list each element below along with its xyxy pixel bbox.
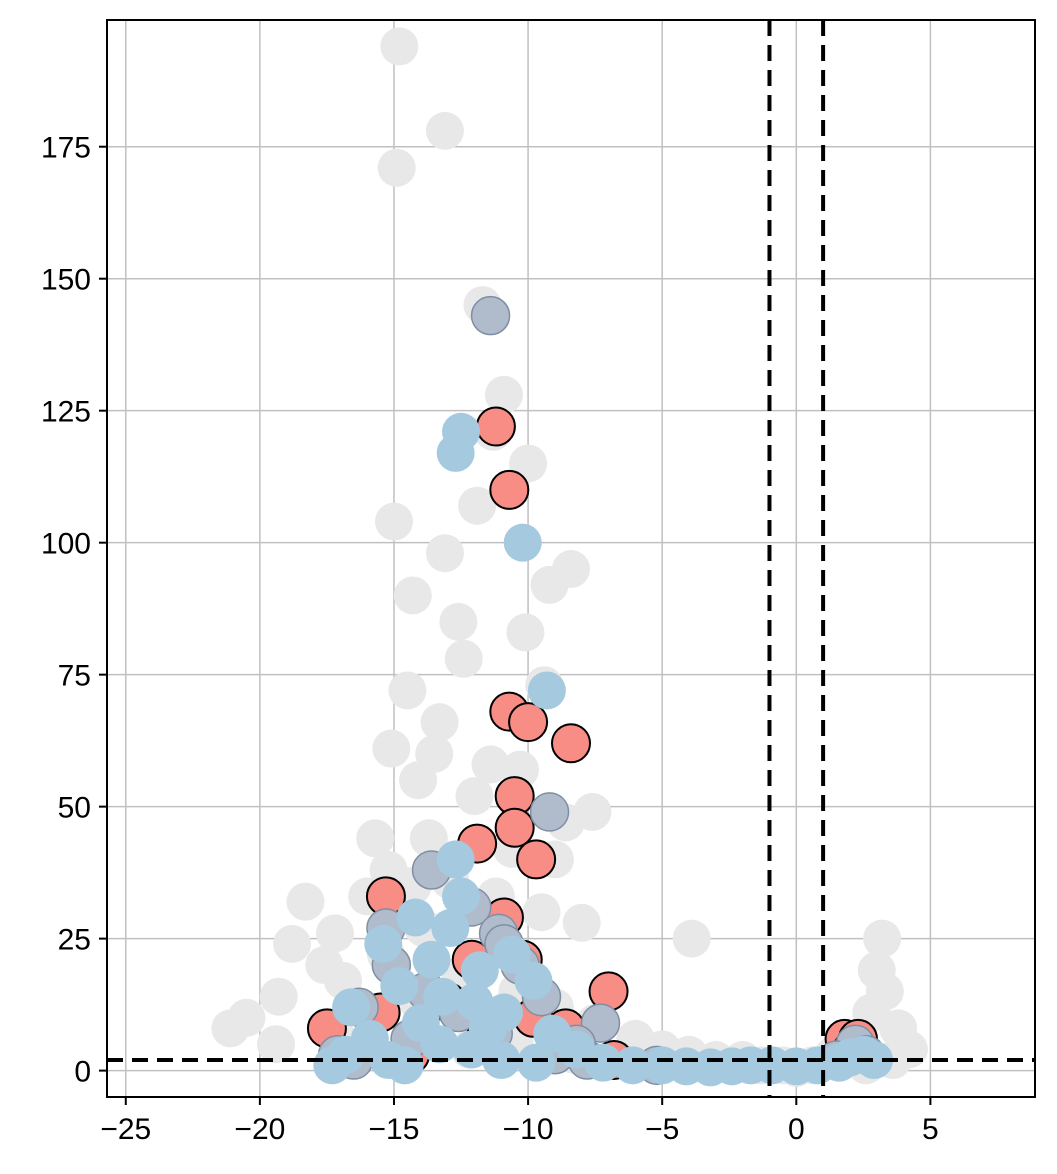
y-tick-label: 175 [41,132,91,165]
data-point-background [256,1025,295,1064]
data-point-background [415,734,454,773]
data-point-background [425,534,464,573]
data-point-background [380,27,419,66]
x-tick-label: 0 [788,1113,805,1146]
data-point-blue [492,935,531,974]
y-tick-label: 100 [41,528,91,561]
data-point-blue [332,988,371,1027]
data-points [211,27,928,1087]
data-point-slate [529,792,570,832]
data-point-background [506,613,545,652]
data-point-background [420,703,459,742]
data-point-background [530,565,569,604]
data-point-red [551,723,591,764]
data-point-blue [364,924,403,963]
x-tick-label: −15 [369,1113,420,1146]
data-point-blue [431,909,470,948]
data-point-blue [380,967,419,1006]
data-point-background [393,576,432,615]
data-point-background [409,819,448,858]
x-tick-label: −10 [503,1113,554,1146]
data-point-blue [442,877,481,916]
data-point-blue [313,1046,352,1085]
data-point-red [516,839,557,880]
data-point-background [522,893,561,932]
data-point-background [865,972,904,1011]
data-point-blue [514,961,553,1000]
data-point-background [211,1009,250,1048]
data-point-red [508,702,549,743]
data-point-background [315,914,354,953]
data-point-background [562,903,601,942]
data-point-background [439,602,478,641]
data-point-blue [517,1043,556,1082]
data-point-red [475,406,516,447]
data-point-background [388,671,427,710]
data-point-background [444,639,483,678]
data-point-blue [385,1046,424,1085]
data-point-background [458,486,497,525]
y-tick-label: 0 [74,1056,91,1089]
data-point-blue [436,840,475,879]
threshold-lines [107,20,1035,1097]
data-point-background [471,745,510,784]
data-point-background [484,375,523,414]
data-point-background [259,977,298,1016]
data-point-background [863,919,902,958]
data-point-blue [584,1043,623,1082]
data-point-blue [423,977,462,1016]
data-point-background [356,819,395,858]
data-point-red [494,807,535,848]
data-point-blue [396,898,435,937]
data-point-background [286,882,325,921]
data-point-blue [420,1025,459,1064]
x-tick-label: −5 [645,1113,679,1146]
data-point-background [273,924,312,963]
data-point-blue [482,1041,521,1080]
x-tick-label: −20 [234,1113,285,1146]
x-tick-label: 5 [922,1113,939,1146]
data-point-blue [436,433,475,472]
data-point-blue [527,671,566,710]
plot-frame [106,19,1036,1098]
data-point-background [672,919,711,958]
data-point-blue [855,1041,894,1080]
y-tick-label: 75 [58,660,91,693]
data-point-background [455,777,494,816]
data-point-background [377,148,416,187]
data-point-blue [412,940,451,979]
data-point-slate [470,295,511,336]
grid [107,20,1035,1097]
y-tick-label: 150 [41,264,91,297]
y-tick-label: 25 [58,924,91,957]
y-tick-label: 50 [58,792,91,825]
data-point-blue [613,1046,652,1085]
data-point-blue [460,951,499,990]
data-point-background [372,729,411,768]
data-point-red [489,469,530,510]
data-point-blue [503,523,542,562]
y-tick-label: 125 [41,396,91,429]
x-tick-label: −25 [100,1113,151,1146]
data-point-background [425,111,464,150]
data-point-background [374,502,413,541]
